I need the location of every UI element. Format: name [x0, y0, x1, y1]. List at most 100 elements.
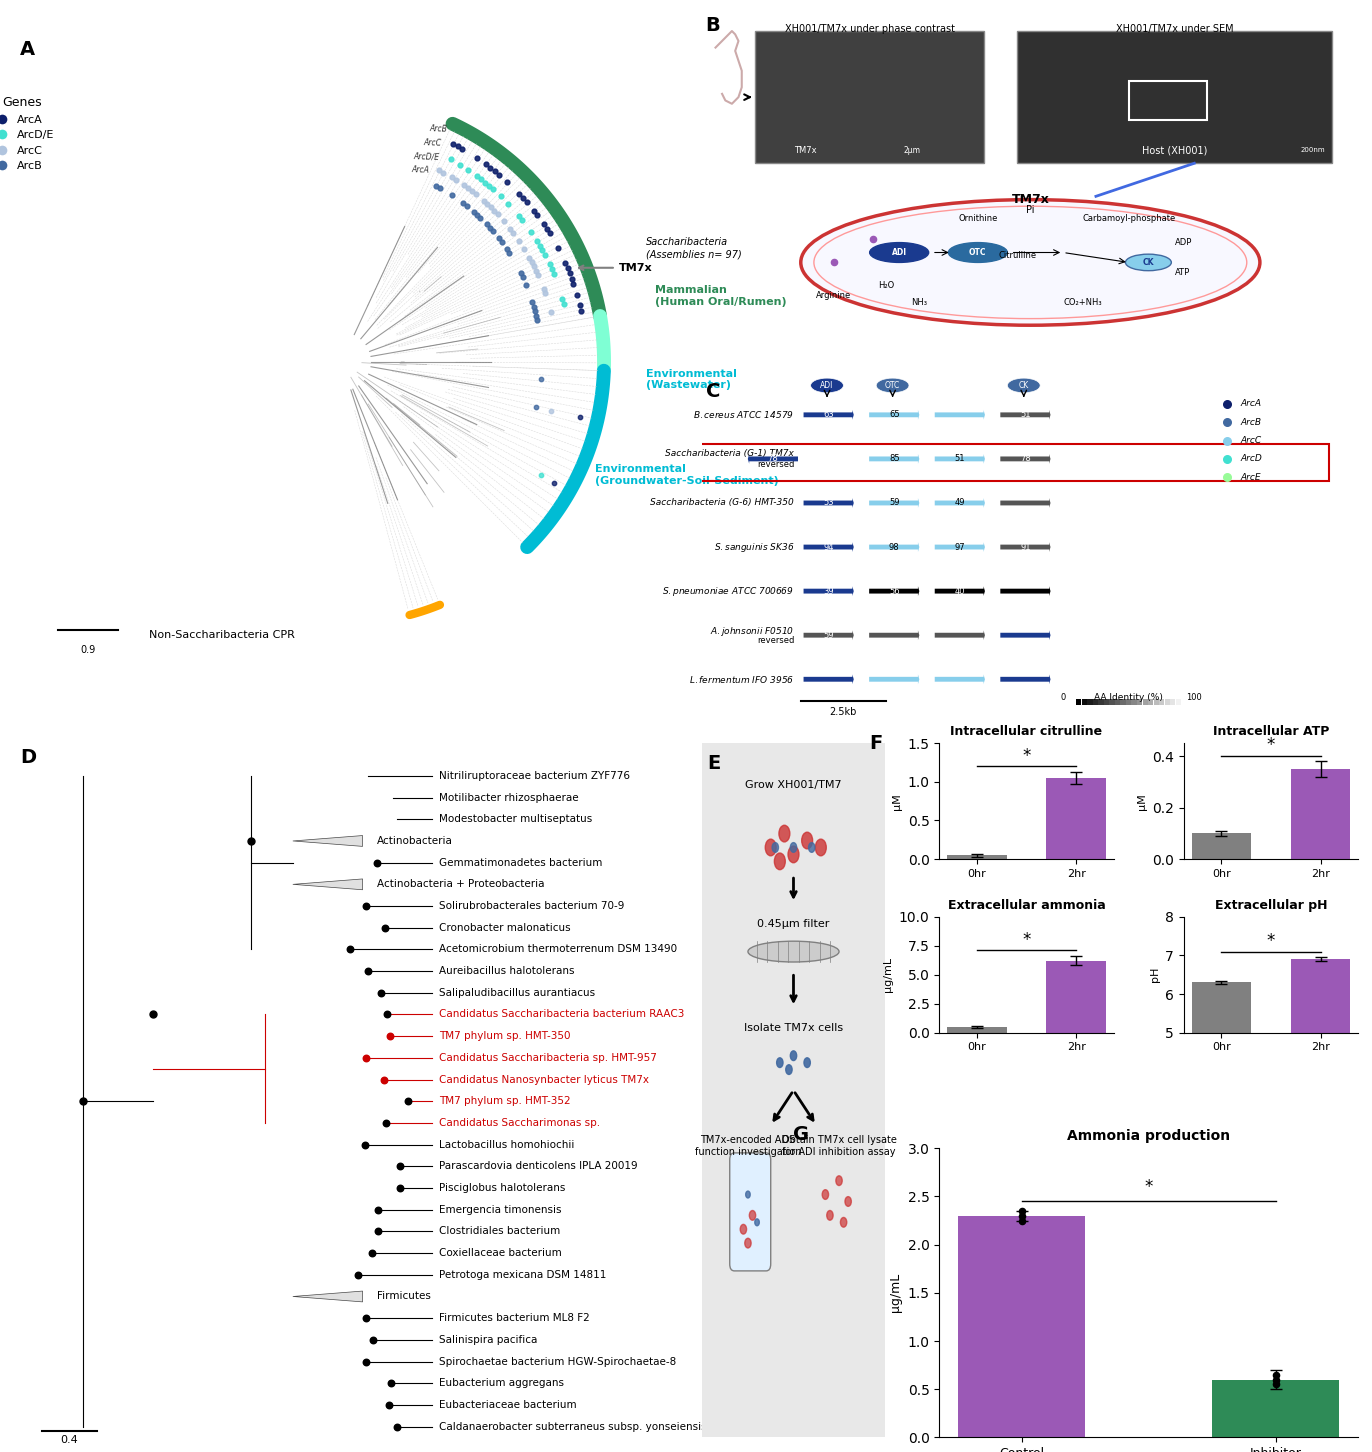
Point [531, 238, 553, 261]
Point [509, 261, 531, 285]
Text: Nitriliruptoraceae bacterium ZYF776: Nitriliruptoraceae bacterium ZYF776 [439, 771, 630, 781]
Text: OTC: OTC [969, 248, 986, 257]
Text: Host (XH001): Host (XH001) [1142, 145, 1207, 155]
Point [553, 292, 575, 315]
Text: ArcD: ArcD [1240, 454, 1262, 463]
Point [513, 238, 535, 261]
Bar [1081, 700, 1087, 706]
Point [475, 152, 497, 176]
Point [512, 266, 534, 289]
Bar [1121, 700, 1125, 706]
Point [465, 183, 487, 206]
Point [1216, 447, 1238, 470]
Text: F: F [870, 735, 882, 754]
Point [539, 399, 561, 423]
Text: Emergencia timonensis: Emergencia timonensis [439, 1205, 563, 1215]
Y-axis label: pH: pH [1150, 967, 1159, 983]
Ellipse shape [877, 378, 910, 393]
Text: 56: 56 [889, 587, 900, 595]
Text: $B. cereus$ ATCC 14579: $B. cereus$ ATCC 14579 [693, 409, 794, 420]
Text: 97: 97 [955, 543, 965, 552]
Text: A: A [19, 39, 34, 58]
Text: CK: CK [1018, 380, 1029, 391]
Text: NH₃: NH₃ [911, 298, 927, 306]
Point [528, 234, 550, 257]
Point [445, 168, 466, 192]
Point [568, 293, 590, 317]
Point [519, 245, 541, 269]
Text: Eubacterium aggregans: Eubacterium aggregans [439, 1378, 564, 1388]
Bar [1137, 700, 1143, 706]
Point [370, 982, 392, 1005]
Point [428, 158, 450, 182]
Point [483, 177, 505, 200]
Point [1265, 1363, 1287, 1387]
Point [488, 163, 510, 186]
Point [361, 1241, 383, 1265]
Text: ArcC: ArcC [424, 138, 442, 148]
Point [488, 227, 510, 250]
Y-axis label: μM: μM [1136, 793, 1147, 810]
Point [480, 196, 502, 219]
Point [525, 395, 547, 418]
Bar [1170, 700, 1176, 706]
Title: Extracellular ammonia: Extracellular ammonia [948, 899, 1106, 912]
Point [512, 208, 534, 231]
Point [534, 244, 556, 267]
Text: 0.4: 0.4 [60, 1435, 78, 1445]
Text: Actinobacteria + Proteobacteria: Actinobacteria + Proteobacteria [376, 880, 545, 889]
Point [447, 135, 469, 158]
Text: AA Identity (%): AA Identity (%) [1095, 693, 1163, 703]
Point [520, 221, 542, 244]
Point [355, 1350, 377, 1374]
Text: CK: CK [1143, 258, 1154, 267]
Point [373, 1069, 395, 1092]
Bar [1154, 700, 1159, 706]
Point [523, 295, 545, 318]
Point [461, 180, 483, 203]
Point [561, 267, 583, 290]
Text: TM7 phylum sp. HMT-350: TM7 phylum sp. HMT-350 [439, 1031, 571, 1041]
Circle shape [788, 847, 799, 862]
Point [569, 299, 591, 322]
Text: TM7x-encoded ADS
function investigation: TM7x-encoded ADS function investigation [694, 1135, 801, 1157]
Text: Firmicutes: Firmicutes [376, 1291, 431, 1301]
Circle shape [822, 1189, 829, 1199]
Text: Saccharibacteria
(Assemblies n= 97): Saccharibacteria (Assemblies n= 97) [646, 238, 741, 258]
Text: Aureibacillus halotolerans: Aureibacillus halotolerans [439, 966, 575, 976]
Circle shape [808, 842, 815, 852]
Point [532, 277, 554, 301]
Point [525, 308, 547, 331]
Point [541, 257, 563, 280]
Point [516, 273, 538, 296]
Text: Modestobacter multiseptatus: Modestobacter multiseptatus [439, 815, 593, 825]
Text: Caldanaerobacter subterraneus subsp. yonseiensis KB-1: Caldanaerobacter subterraneus subsp. yon… [439, 1422, 734, 1432]
Point [497, 170, 519, 193]
Circle shape [836, 1176, 842, 1185]
Text: $L. fermentum$ IFO 3956: $L. fermentum$ IFO 3956 [689, 674, 794, 685]
Circle shape [741, 1224, 746, 1234]
Point [429, 176, 451, 199]
Point [527, 263, 549, 286]
Point [491, 231, 513, 254]
Circle shape [790, 1051, 797, 1060]
Point [527, 203, 549, 227]
Bar [1132, 700, 1137, 706]
Ellipse shape [748, 941, 840, 963]
Point [521, 250, 543, 273]
Point [440, 183, 462, 206]
Text: ArcC: ArcC [1240, 436, 1261, 446]
Text: H₂O: H₂O [878, 282, 895, 290]
Text: Salipaludibacillus aurantiacus: Salipaludibacillus aurantiacus [439, 987, 595, 998]
Bar [1047, 778, 1106, 860]
Ellipse shape [948, 242, 1007, 263]
Point [1011, 1204, 1033, 1227]
Point [366, 851, 388, 874]
Text: 78: 78 [767, 454, 778, 463]
Text: Acetomicrobium thermoterrenum DSM 13490: Acetomicrobium thermoterrenum DSM 13490 [439, 944, 678, 954]
Point [530, 367, 552, 391]
Point [483, 199, 505, 222]
Text: Motilibacter rhizosphaerae: Motilibacter rhizosphaerae [439, 793, 579, 803]
Text: Gemmatimonadetes bacterium: Gemmatimonadetes bacterium [439, 858, 602, 868]
Text: Arginine: Arginine [816, 290, 851, 301]
